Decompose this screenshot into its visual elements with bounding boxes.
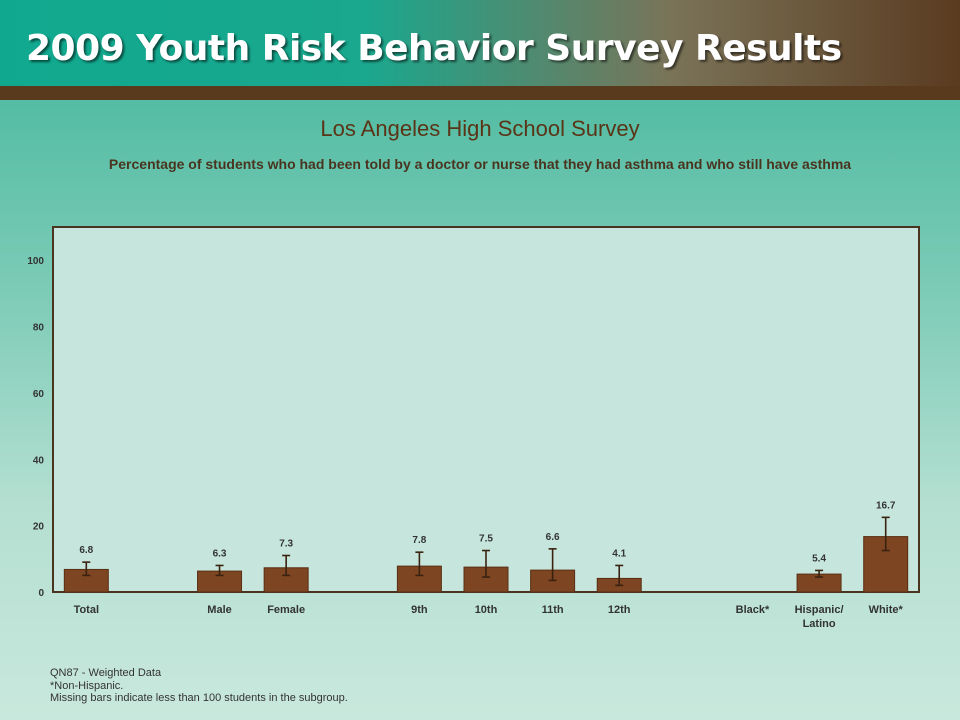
data-label: 4.1 — [612, 548, 626, 559]
chart-subtitle: Percentage of students who had been told… — [108, 156, 852, 172]
x-tick-label: 11th — [542, 604, 564, 616]
data-label: 7.5 — [479, 534, 493, 545]
y-tick-label: 60 — [33, 389, 45, 400]
x-tick-label: White* — [869, 604, 904, 616]
x-tick-label: Hispanic/ — [795, 604, 844, 616]
chart-title: Los Angeles High School Survey — [320, 116, 640, 141]
x-tick-label: Male — [207, 604, 231, 616]
y-tick-label: 100 — [27, 256, 44, 267]
y-tick-label: 20 — [33, 522, 45, 533]
header-divider — [0, 86, 960, 100]
footnote-line: Missing bars indicate less than 100 stud… — [50, 692, 348, 704]
x-tick-label: Black* — [736, 604, 770, 616]
y-tick-label: 80 — [33, 323, 45, 334]
data-label: 6.3 — [213, 548, 227, 559]
plot-area — [52, 226, 920, 593]
banner-title: 2009 Youth Risk Behavior Survey Results — [26, 28, 842, 69]
x-tick-label: 9th — [411, 604, 428, 616]
footnote-line: QN87 - Weighted Data — [50, 667, 162, 679]
header-banner: 2009 Youth Risk Behavior Survey Results — [0, 0, 960, 86]
x-tick-label: 12th — [608, 604, 631, 616]
x-tick-label: 10th — [475, 604, 498, 616]
footnote-line: *Non-Hispanic. — [50, 679, 124, 692]
x-tick-label: Total — [74, 604, 99, 616]
footnotes: QN87 - Weighted Data *Non-Hispanic. Miss… — [50, 667, 348, 705]
x-tick-label: Latino — [803, 618, 836, 630]
data-label: 16.7 — [876, 500, 896, 511]
x-tick-label: Female — [267, 604, 305, 616]
y-tick-label: 0 — [38, 588, 44, 599]
data-label: 5.4 — [812, 553, 826, 564]
data-label: 6.8 — [79, 545, 93, 556]
y-tick-label: 40 — [33, 455, 45, 466]
data-label: 7.8 — [412, 535, 426, 546]
data-label: 6.6 — [546, 532, 560, 543]
data-label: 7.3 — [279, 539, 293, 550]
